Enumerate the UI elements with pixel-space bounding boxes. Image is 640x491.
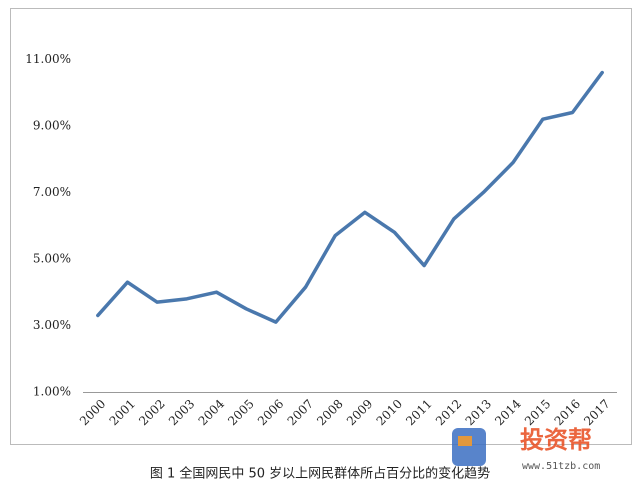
data-line <box>96 70 604 324</box>
y-tick-label: 5.00% <box>33 251 71 265</box>
chart-frame <box>10 8 632 445</box>
y-tick-label: 1.00% <box>33 385 71 399</box>
y-tick-label: 11.00% <box>25 52 71 66</box>
chart-title: 图 1 全国网民中 50 岁以上网民群体所占百分比的变化趋势 <box>150 466 490 482</box>
y-tick-label: 3.00% <box>33 318 71 332</box>
watermark-logo <box>452 428 486 466</box>
y-tick-label: 9.00% <box>33 118 71 132</box>
watermark-brand: 投资帮 <box>520 426 592 454</box>
y-tick-label: 7.00% <box>33 185 71 199</box>
watermark-url: www.51tzb.com <box>522 461 600 472</box>
